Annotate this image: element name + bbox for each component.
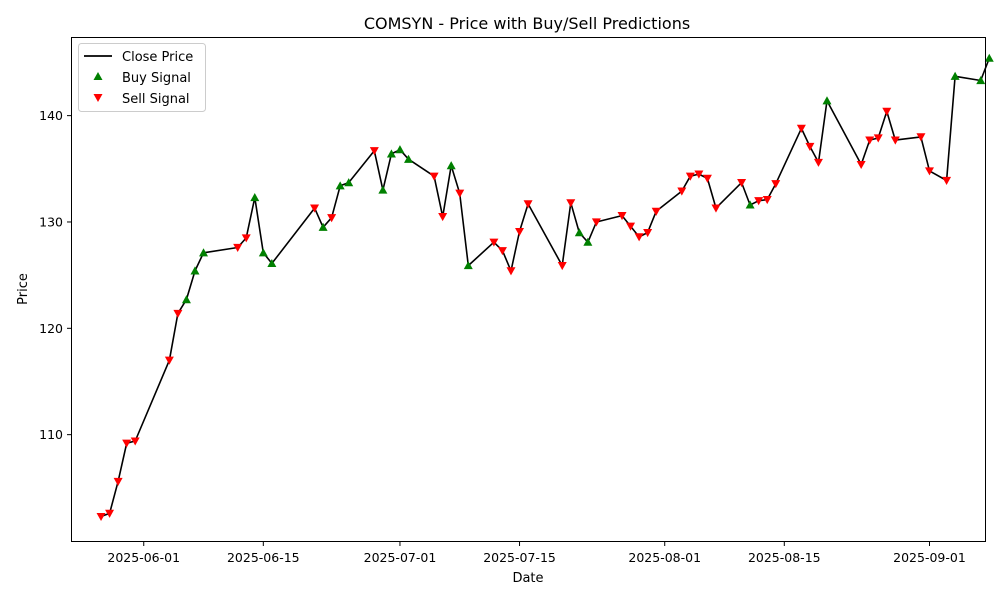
legend-box <box>78 43 206 112</box>
buy-signal-marker <box>199 248 209 257</box>
sell-signal-marker <box>677 187 687 196</box>
sell-signal-marker <box>173 309 183 318</box>
sell-signal-marker <box>113 477 123 486</box>
sell-signal-marker <box>890 136 900 145</box>
sell-signal-marker <box>310 204 320 213</box>
x-tick-label: 2025-09-01 <box>893 550 966 565</box>
buy-signal-marker <box>318 222 328 231</box>
sell-signal-marker <box>711 204 721 213</box>
sell-signal-marker <box>96 512 106 522</box>
sell-signal-marker <box>497 247 507 256</box>
buy-signal-marker <box>984 53 994 62</box>
buy-signal-marker <box>976 76 986 85</box>
y-tick-label: 140 <box>39 108 63 123</box>
sell-signal-marker <box>626 222 636 231</box>
sell-signal-marker <box>523 200 533 209</box>
sell-signal-marker <box>634 233 644 242</box>
buy-signal-marker <box>378 185 388 194</box>
buy-signal-marker <box>404 154 414 163</box>
x-tick-label: 2025-07-15 <box>483 550 556 565</box>
legend: Close Price Buy Signal Sell Signal <box>78 43 206 112</box>
x-axis-label: Date <box>512 571 543 586</box>
sell-signal-marker <box>617 211 627 221</box>
buy-signal-marker <box>190 266 200 275</box>
y-tick-label: 120 <box>39 321 63 336</box>
sell-signal-marker <box>557 261 567 271</box>
axes-frame <box>71 37 986 542</box>
legend-sell-marker <box>93 94 103 102</box>
sell-signal-marker <box>924 167 934 176</box>
x-tick-label: 2025-08-15 <box>748 550 821 565</box>
y-tick-label: 130 <box>39 214 63 229</box>
sell-signal-marker <box>873 134 883 143</box>
buy-signal-marker <box>463 261 473 270</box>
legend-buy-marker <box>93 72 103 80</box>
sell-signal-marker <box>643 229 653 238</box>
sell-signal-marker <box>455 189 465 198</box>
buy-signal-marker <box>344 178 354 187</box>
buy-signal-marker <box>267 258 277 268</box>
x-tick-label: 2025-06-15 <box>227 550 300 565</box>
y-tick-label: 110 <box>39 427 63 442</box>
sell-signal-marker <box>164 356 174 365</box>
sell-signal-marker <box>737 179 747 188</box>
sell-signal-marker <box>813 158 823 167</box>
y-axis-label: Price <box>16 273 31 305</box>
plot-area <box>96 53 994 522</box>
buy-signal-marker <box>446 161 456 170</box>
x-tick-label: 2025-07-01 <box>364 550 437 565</box>
sell-signal-marker <box>796 124 806 133</box>
sell-signal-marker <box>651 207 661 216</box>
sell-signal-marker <box>865 136 875 145</box>
sell-signal-marker <box>105 509 115 518</box>
sell-signal-marker <box>754 197 764 206</box>
close-price-line <box>100 57 991 518</box>
sell-signal-marker <box>591 218 601 227</box>
sell-signal-marker <box>327 214 337 223</box>
buy-signal-marker <box>386 149 396 158</box>
buy-signal-marker <box>258 248 268 257</box>
x-tick-label: 2025-08-01 <box>628 550 701 565</box>
sell-signal-marker <box>856 160 866 170</box>
sell-signal-marker <box>429 172 439 181</box>
sell-signal-marker <box>515 227 525 237</box>
buy-signal-marker <box>583 237 593 246</box>
buy-signal-marker <box>395 145 405 154</box>
sell-signal-marker <box>233 243 243 252</box>
sell-signal-marker <box>566 199 576 208</box>
x-tick-label: 2025-06-01 <box>107 550 180 565</box>
legend-sell-signal: Sell Signal <box>122 92 190 107</box>
sell-signal-marker <box>762 196 772 205</box>
sell-signal-marker <box>916 133 926 142</box>
sell-signal-marker <box>489 238 499 247</box>
buy-signal-marker <box>950 71 960 80</box>
buy-signal-marker <box>745 200 755 209</box>
chart-title: COMSYN - Price with Buy/Sell Predictions <box>364 14 690 33</box>
buy-signal-marker <box>181 295 191 304</box>
buy-signal-marker <box>250 193 260 202</box>
sell-signal-marker <box>438 213 448 222</box>
sell-signal-marker <box>771 180 781 189</box>
buy-signal-marker <box>822 96 832 105</box>
sell-signal-marker <box>369 147 379 156</box>
buy-signal-marker <box>574 228 584 237</box>
legend-close-price: Close Price <box>122 50 193 65</box>
buy-signal-marker <box>335 181 345 190</box>
sell-signal-marker <box>506 267 516 276</box>
sell-signal-marker <box>805 142 815 151</box>
y-axis-ticks: 110 120 130 140 <box>39 108 72 442</box>
sell-signal-marker <box>130 437 140 446</box>
sell-signal-marker <box>942 176 952 185</box>
sell-signal-marker <box>882 107 892 116</box>
legend-buy-signal: Buy Signal <box>122 71 191 86</box>
x-axis-ticks: 2025-06-01 2025-06-15 2025-07-01 2025-07-15… <box>107 541 966 565</box>
sell-signal-marker <box>685 172 695 181</box>
sell-signal-marker <box>694 170 704 179</box>
sell-signal-marker <box>702 174 712 183</box>
sell-signal-marker <box>122 439 132 448</box>
sell-signal-marker <box>241 234 251 243</box>
